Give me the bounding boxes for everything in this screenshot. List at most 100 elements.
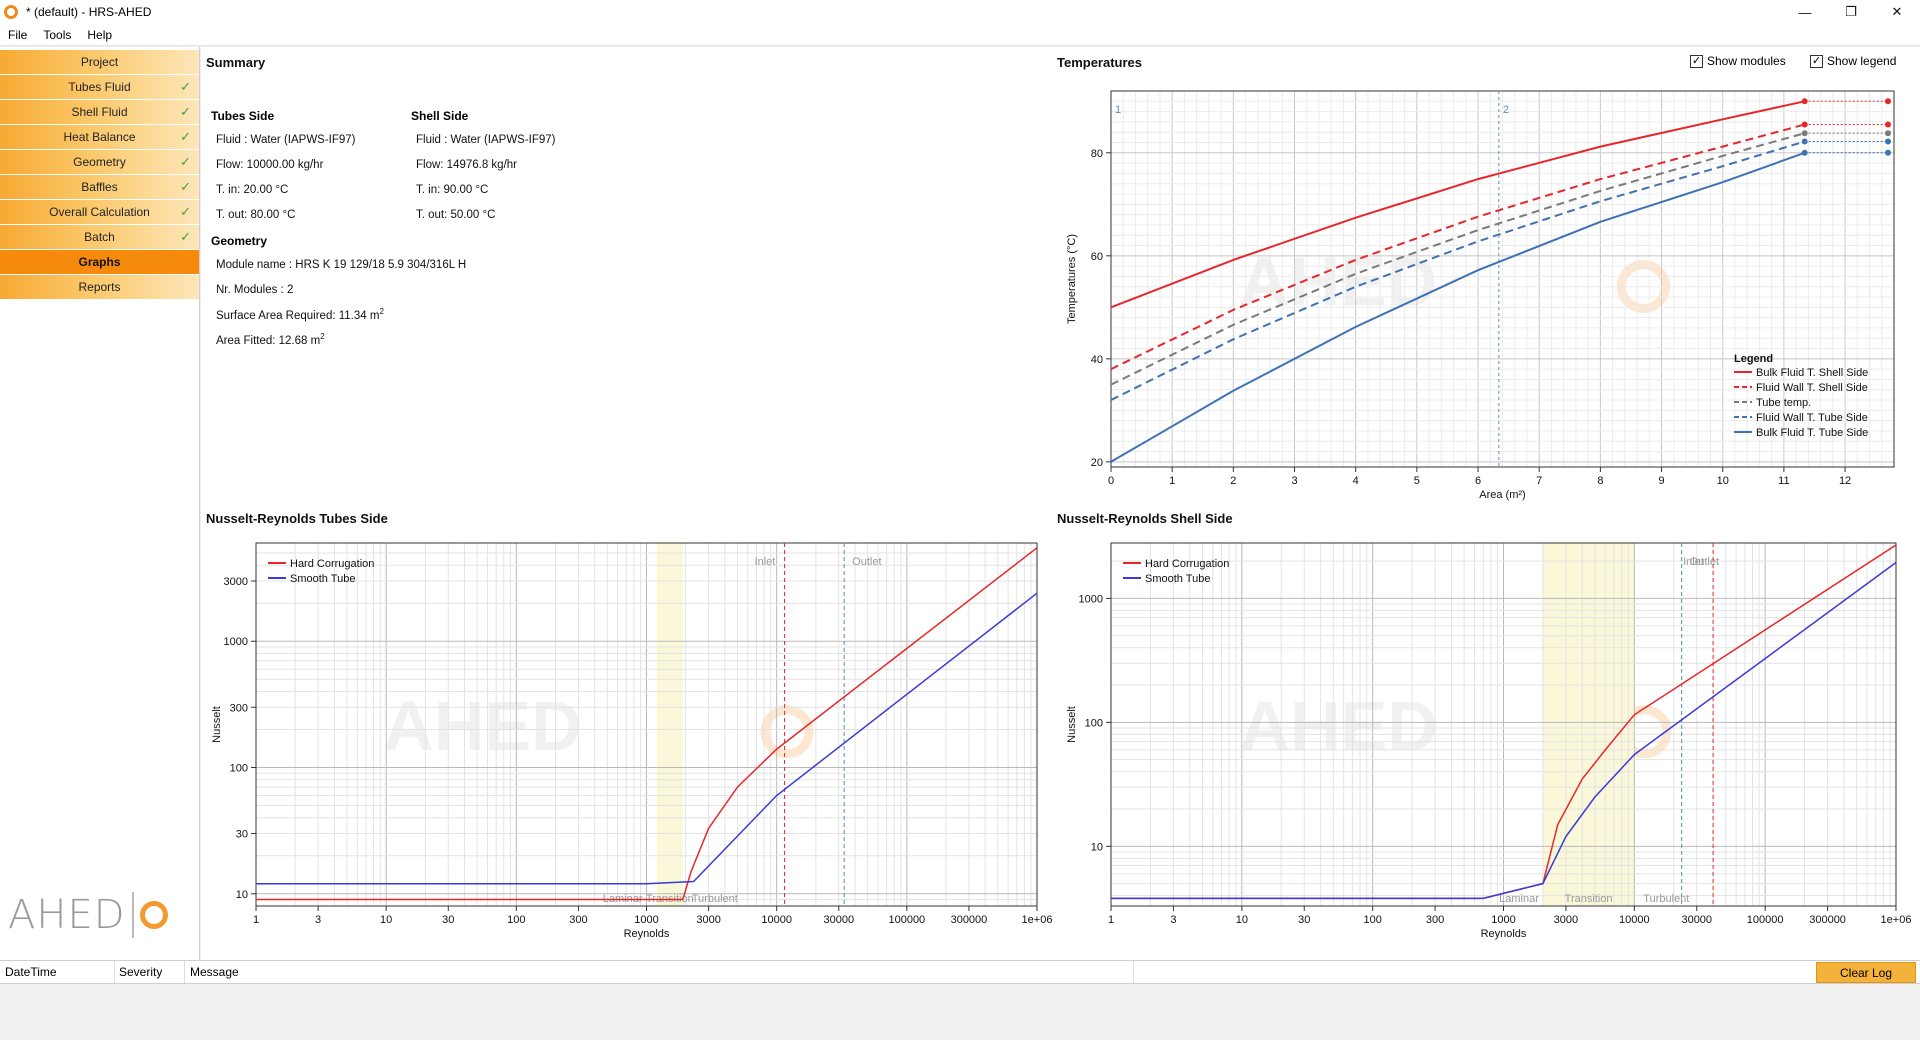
check-icon: ✓ [180, 229, 191, 244]
log-column-severity[interactable]: Severity [119, 965, 163, 979]
x-tick-label: 1e+06 [1881, 914, 1912, 926]
surface-area-required: Surface Area Required: 11.34 m2 [216, 307, 384, 322]
geometry-heading: Geometry [211, 234, 268, 248]
x-tick-label: 30 [442, 914, 454, 926]
watermark-ring-icon [760, 705, 814, 759]
x-tick-label: 100 [1363, 914, 1381, 926]
x-tick-label: 0 [1108, 475, 1114, 487]
x-tick-label: 1000 [1491, 914, 1515, 926]
y-tick-label: 300 [230, 702, 248, 714]
x-tick-label: 300 [569, 914, 587, 926]
checkbox-box[interactable]: ✓ [1690, 54, 1703, 68]
nusselt-reynolds-shell-chart[interactable]: AHED 1 3 10 30 100 300 1000 3000 10000 30000 100000… [1057, 531, 1917, 960]
legend-entry: Bulk Fluid T. Shell Side [1756, 367, 1868, 379]
x-tick-label: 1 [1108, 914, 1114, 926]
series-endpoint [1885, 149, 1891, 156]
marker-label: Outlet [1690, 556, 1719, 568]
watermark-text: AHED [383, 687, 581, 765]
tubes-flow: Flow: 10000.00 kg/hr [216, 159, 324, 171]
x-tick-label: 300000 [951, 914, 988, 926]
check-icon: ✓ [180, 129, 191, 144]
sidebar-item-graphs[interactable]: Graphs [0, 250, 199, 275]
minimize-button[interactable]: — [1798, 4, 1812, 20]
log-column-datetime[interactable]: DateTime [5, 965, 57, 979]
marker-label: Outlet [852, 556, 881, 568]
surface-area-required-text: Surface Area Required: 11.34 m [216, 309, 380, 322]
sidebar-item-geometry[interactable]: Geometry ✓ [0, 150, 199, 175]
window-title: * (default) - HRS-AHED [26, 5, 152, 19]
x-tick-label: 100000 [888, 914, 925, 926]
sidebar-item-project[interactable]: Project [0, 50, 199, 75]
x-tick-label: 1 [1169, 475, 1175, 487]
series-endpoint [1885, 138, 1891, 145]
series-endpoint [1885, 121, 1891, 128]
y-tick-label: 100 [1085, 717, 1103, 729]
series-line [1110, 100, 1805, 309]
sidebar-item-label: Reports [78, 280, 121, 294]
summary-title: Summary [206, 55, 266, 70]
menu-tools[interactable]: Tools [43, 27, 72, 42]
x-tick-label: 3000 [696, 914, 720, 926]
x-tick-label: 9 [1658, 475, 1664, 487]
x-tick-label: 3000 [1554, 914, 1578, 926]
y-tick-label: 1000 [1079, 593, 1103, 605]
nusselt-reynolds-tubes-chart[interactable]: AHED 1 3 10 30 100 300 1000 3000 10000 30000 100000… [206, 531, 1054, 960]
area-fitted: Area Fitted: 12.68 m2 [216, 332, 325, 347]
y-axis-label: Temperatures (°C) [1066, 234, 1078, 324]
sidebar-item-heat-balance[interactable]: Heat Balance ✓ [0, 125, 199, 150]
transition-region [656, 543, 683, 906]
legend-entry: Hard Corrugation [1145, 558, 1229, 570]
x-tick-label: 7 [1536, 475, 1542, 487]
x-tick-label: 12 [1839, 475, 1851, 487]
show-legend-checkbox[interactable]: ✓ Show legend [1810, 54, 1896, 68]
sidebar-item-shell-fluid[interactable]: Shell Fluid ✓ [0, 100, 199, 125]
sidebar-item-overall-calculation[interactable]: Overall Calculation ✓ [0, 200, 199, 225]
menu-file[interactable]: File [8, 27, 28, 42]
show-legend-label: Show legend [1827, 54, 1897, 68]
legend-entry: Smooth Tube [1145, 573, 1210, 585]
logo-divider [131, 892, 134, 938]
x-tick-label: 3 [1291, 475, 1297, 487]
menu-help[interactable]: Help [87, 27, 113, 42]
y-tick-label: 1000 [224, 636, 248, 648]
checkbox-box[interactable]: ✓ [1810, 54, 1823, 68]
region-label: Turbulent [1643, 893, 1689, 905]
sidebar-item-baffles[interactable]: Baffles ✓ [0, 175, 199, 200]
sidebar-item-label: Batch [84, 230, 115, 244]
sidebar-item-reports[interactable]: Reports [0, 275, 199, 300]
x-tick-label: 100000 [1747, 914, 1784, 926]
unit-superscript: 2 [379, 307, 384, 316]
app-icon [4, 5, 18, 19]
shell-side-heading: Shell Side [411, 109, 469, 123]
shell-t-in: T. in: 90.00 °C [416, 184, 489, 196]
log-column-message[interactable]: Message [190, 965, 239, 979]
clear-log-button[interactable]: Clear Log [1816, 962, 1916, 983]
menu-bar: File Tools Help [0, 24, 1920, 46]
sidebar-item-batch[interactable]: Batch ✓ [0, 225, 199, 250]
legend-entry: Hard Corrugation [290, 558, 374, 570]
marker-label: Inlet [755, 556, 776, 568]
column-separator [1133, 961, 1134, 983]
show-modules-checkbox[interactable]: ✓ Show modules [1690, 54, 1786, 68]
plot-frame [1110, 90, 1895, 468]
transition-region [1542, 543, 1635, 906]
ahed-logo: AHED [8, 892, 168, 938]
close-button[interactable]: ✕ [1891, 4, 1903, 19]
series-line [1111, 561, 1897, 900]
shell-flow: Flow: 14976.8 kg/hr [416, 159, 518, 171]
y-tick-label: 10 [1091, 841, 1103, 853]
x-tick-label: 10 [1717, 475, 1729, 487]
check-icon: ✓ [180, 79, 191, 94]
temperatures-title: Temperatures [1057, 55, 1143, 70]
check-icon: ✓ [180, 154, 191, 169]
module-label: 2 [1503, 104, 1509, 116]
region-label: Laminar [1499, 893, 1539, 905]
legend-entry: Fluid Wall T. Tube Side [1756, 412, 1868, 424]
x-tick-label: 10000 [761, 914, 792, 926]
sidebar-item-tubes-fluid[interactable]: Tubes Fluid ✓ [0, 75, 199, 100]
y-tick-label: 20 [1091, 457, 1103, 469]
watermark-text: AHED [1239, 687, 1437, 765]
maximize-button[interactable]: ❐ [1845, 4, 1857, 19]
y-axis-label: Nusselt [211, 706, 223, 743]
